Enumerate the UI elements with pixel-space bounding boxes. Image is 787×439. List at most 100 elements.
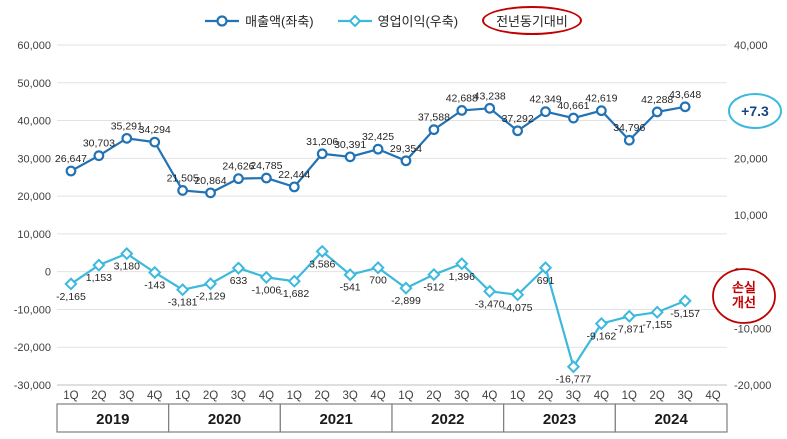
- profit-data-label: -7,155: [642, 319, 672, 331]
- revenue-point: [260, 172, 272, 184]
- profit-point: [315, 244, 329, 258]
- profit-point: [176, 283, 190, 297]
- revenue-point: [456, 105, 468, 116]
- left-axis-tick: 50,000: [17, 78, 51, 90]
- profit-point: [427, 267, 441, 282]
- profit-point: [203, 277, 218, 291]
- x-axis-quarter-label: 2Q: [426, 390, 441, 402]
- revenue-data-label: 21,505: [167, 172, 199, 184]
- profit-data-label: -2,899: [391, 295, 421, 307]
- year-label: 2019: [96, 411, 129, 428]
- revenue-point: [679, 101, 691, 113]
- x-axis-quarter-label: 4Q: [147, 390, 162, 402]
- year-label: 2020: [208, 411, 241, 428]
- profit-point: [64, 277, 78, 291]
- revenue-point: [288, 181, 300, 193]
- revenue-data-label: 37,588: [418, 112, 450, 124]
- revenue-point: [568, 112, 579, 124]
- left-axis-tick: 40,000: [17, 116, 51, 128]
- revenue-point: [400, 155, 412, 167]
- revenue-point: [484, 102, 496, 114]
- x-axis-quarter-label: 4Q: [482, 390, 497, 402]
- right-axis-tick: -20,000: [734, 380, 771, 392]
- left-axis-tick: -20,000: [14, 342, 51, 354]
- revenue-data-label: 40,661: [557, 100, 589, 112]
- profit-point: [343, 268, 357, 282]
- profit-data-label: -512: [423, 282, 444, 294]
- x-axis-quarter-label: 1Q: [622, 390, 637, 402]
- year-box: [614, 403, 728, 433]
- revenue-data-label: 34,796: [613, 122, 645, 134]
- profit-data-label: -2,129: [196, 291, 226, 303]
- revenue-data-label: 34,294: [139, 124, 171, 136]
- revenue-point: [512, 125, 524, 137]
- revenue-data-label: 31,206: [306, 136, 338, 148]
- revenue-point: [65, 165, 77, 177]
- x-axis-quarter-label: 1Q: [63, 390, 78, 402]
- legend-yoy-label: 전년동기대비: [496, 14, 568, 29]
- revenue-point: [428, 124, 440, 136]
- x-axis-quarter-label: 2Q: [203, 390, 218, 402]
- revenue-point: [121, 132, 133, 144]
- yoy-revenue-badge-ellipse: [728, 93, 782, 129]
- yoy-highlight-ellipse: 전년동기대비: [482, 6, 582, 35]
- x-axis-quarter-label: 4Q: [259, 390, 274, 402]
- profit-data-label: -2,165: [56, 291, 86, 303]
- x-axis-quarter-label: 1Q: [175, 390, 190, 402]
- left-axis-tick: 0: [45, 267, 51, 279]
- x-axis-quarter-label: 2Q: [650, 390, 665, 402]
- profit-point: [622, 309, 636, 323]
- yoy-revenue-badge-value: +7.3: [741, 103, 769, 119]
- x-axis-quarter-label: 2Q: [315, 390, 330, 402]
- right-axis-tick: 10,000: [734, 210, 768, 222]
- revenue-data-label: 42,688: [446, 92, 478, 104]
- revenue-point: [177, 185, 189, 196]
- profit-point: [678, 294, 692, 308]
- profit-point: [259, 270, 273, 284]
- revenue-point: [651, 106, 663, 118]
- profit-data-label: -9,162: [586, 331, 616, 343]
- revenue-data-label: 32,425: [362, 131, 394, 143]
- revenue-data-label: 43,648: [669, 89, 701, 101]
- legend-item-yoy: 전년동기대비: [482, 6, 582, 35]
- left-axis-tick: -10,000: [14, 304, 51, 316]
- legend-revenue-label: 매출액(좌축): [245, 14, 314, 29]
- revenue-point: [372, 143, 384, 155]
- revenue-point: [233, 173, 244, 185]
- x-axis-quarter-label: 4Q: [705, 390, 720, 402]
- profit-data-label: 3,586: [309, 258, 335, 270]
- revenue-point: [93, 150, 105, 162]
- legend-profit-label: 영업이익(우축): [377, 14, 459, 29]
- x-axis-quarter-label: 3Q: [566, 390, 581, 402]
- revenue-data-label: 35,291: [111, 120, 143, 132]
- left-axis-tick: 30,000: [17, 153, 51, 165]
- legend: 매출액(좌축) 영업이익(우축) 전년동기대비: [0, 6, 787, 35]
- x-axis-quarter-label: 1Q: [510, 390, 525, 402]
- profit-point: [566, 360, 581, 374]
- revenue-data-label: 30,391: [334, 139, 366, 151]
- x-axis-quarter-label: 4Q: [370, 390, 385, 402]
- year-label: 2021: [319, 411, 352, 428]
- profit-data-label: -1,682: [279, 288, 309, 300]
- profit-point: [511, 288, 525, 302]
- revenue-data-label: 30,703: [83, 138, 115, 150]
- profit-data-label: -143: [144, 279, 165, 291]
- revenue-data-label: 20,864: [194, 175, 226, 187]
- right-axis-tick: -10,000: [734, 323, 771, 335]
- profit-data-label: -7,871: [614, 323, 644, 335]
- x-axis-quarter-label: 3Q: [677, 390, 692, 402]
- profit-data-label: 3,180: [114, 261, 140, 273]
- revenue-data-label: 24,626: [222, 161, 254, 173]
- revenue-point: [149, 136, 161, 148]
- x-axis-quarter-label: 3Q: [342, 390, 357, 402]
- profit-point: [120, 247, 134, 261]
- profit-data-label: -541: [340, 282, 361, 294]
- x-axis-quarter-label: 4Q: [594, 390, 609, 402]
- x-axis-quarter-label: 3Q: [231, 390, 246, 402]
- profit-data-label: 1,153: [86, 272, 112, 284]
- profit-data-label: -4,075: [503, 302, 533, 314]
- profit-data-label: -16,777: [556, 374, 592, 386]
- legend-item-revenue: 매출액(좌축): [205, 11, 314, 30]
